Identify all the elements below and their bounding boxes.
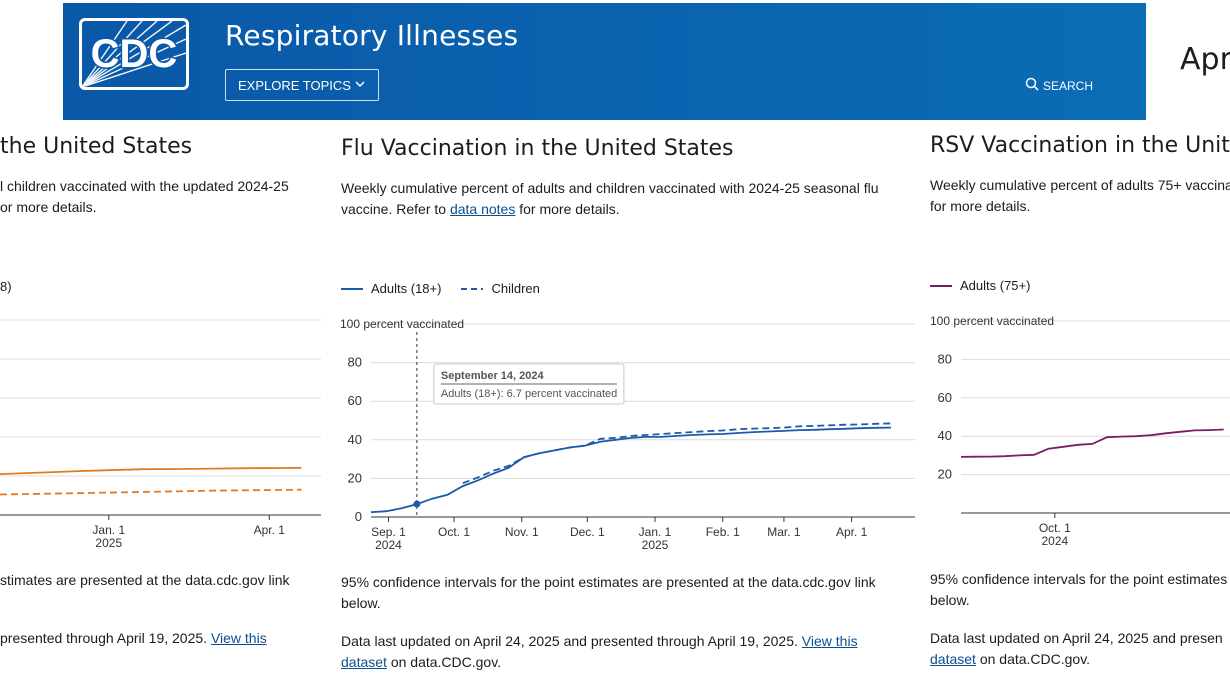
series-line-covid-adults — [0, 466, 302, 475]
view-this-link[interactable]: View this — [801, 633, 858, 649]
legend-label-rsv-adults: Adults (75+) — [960, 278, 1031, 293]
series-line-covid-children — [0, 488, 302, 496]
y-tick-label: 60 — [348, 393, 362, 408]
rsv-panel-title: RSV Vaccination in the United — [930, 133, 1230, 158]
covid-notes: stimates are presented at the data.cdc.g… — [0, 570, 290, 649]
rsv-notes: 95% confidence intervals for the point e… — [930, 569, 1227, 670]
flu-updated-tail: on data.CDC.gov. — [390, 654, 502, 670]
x-tick-year: 2024 — [1041, 534, 1068, 548]
x-tick-label: Oct. 1 — [1039, 521, 1071, 535]
legend-item-adults: Adults (18+) — [341, 281, 441, 296]
covid-updated-text: presented through April 19, 2025. — [0, 630, 208, 646]
x-tick-label: Oct. 1 — [438, 525, 470, 539]
covid-panel-description: l children vaccinated with the updated 2… — [0, 176, 289, 218]
site-title[interactable]: Respiratory Illnesses — [225, 19, 519, 52]
covid-desc-line1: l children vaccinated with the updated 2… — [0, 178, 289, 194]
x-tick-label: Jan. 1 — [92, 523, 125, 537]
rsv-note-below: below. — [930, 592, 970, 608]
x-tick-label: Dec. 1 — [570, 525, 605, 539]
x-tick-label: Apr. 1 — [254, 523, 286, 537]
flu-updated-text: Data last updated on April 24, 2025 and … — [341, 633, 798, 649]
rsv-note-updated: Data last updated on April 24, 2025 and … — [930, 628, 1227, 670]
y-axis-label: 100 percent vaccinated — [930, 314, 1054, 328]
covid-note-ci: stimates are presented at the data.cdc.g… — [0, 572, 290, 588]
legend-label-adults: Adults (18+) — [371, 281, 442, 296]
rsv-updated-tail: on data.CDC.gov. — [979, 651, 1091, 667]
x-tick-label: Apr. 1 — [836, 525, 868, 539]
data-notes-link[interactable]: data notes — [449, 201, 516, 217]
covid-legend-label: 8) — [0, 279, 12, 294]
x-tick-year: 2024 — [375, 538, 402, 552]
covid-desc-line2: or more details. — [0, 199, 97, 215]
search-label: SEARCH — [1043, 78, 1094, 93]
search-button[interactable]: SEARCH — [1025, 77, 1093, 94]
rsv-legend: Adults (75+) — [930, 278, 1050, 293]
cdc-logo-mark: CDC — [82, 21, 186, 87]
x-tick-label: Mar. 1 — [767, 525, 801, 539]
tooltip-date: September 14, 2024 — [441, 370, 545, 382]
dataset-link[interactable]: dataset — [341, 654, 387, 670]
flu-note-ci: 95% confidence intervals for the point e… — [341, 574, 876, 611]
site-header: CDC Respiratory Illnesses EXPLORE TOPICS… — [63, 3, 1146, 120]
x-tick-label: Jan. 1 — [639, 525, 672, 539]
y-tick-label: 0 — [355, 509, 362, 524]
cdc-logo[interactable]: CDC — [79, 18, 189, 90]
explore-topics-label: EXPLORE TOPICS — [238, 77, 351, 93]
y-tick-label: 40 — [348, 432, 362, 447]
x-tick-year: 2025 — [642, 538, 669, 552]
rsv-updated-text: Data last updated on April 24, 2025 and … — [930, 630, 1223, 646]
covid-panel-title: the United States — [0, 134, 193, 159]
tooltip-value: Adults (18+): 6.7 percent vaccinated — [441, 388, 617, 400]
flu-panel-description: Weekly cumulative percent of adults and … — [341, 178, 901, 220]
y-tick-label: 40 — [938, 428, 952, 443]
y-tick-label: 60 — [938, 390, 952, 405]
legend-item-children: Children — [461, 281, 540, 296]
date-fragment: Apri — [1180, 42, 1230, 77]
y-tick-label: 20 — [938, 467, 952, 482]
y-tick-label: 80 — [348, 355, 362, 370]
series-line-rsv-adults — [960, 428, 1224, 458]
covid-legend: 8) — [0, 279, 12, 294]
series-line-adults — [370, 426, 892, 514]
legend-label-children: Children — [491, 281, 540, 296]
flu-legend: Adults (18+) Children — [341, 281, 560, 296]
legend-item-rsv-adults: Adults (75+) — [930, 278, 1030, 293]
rsv-desc-line1: Weekly cumulative percent of adults 75+ … — [930, 177, 1230, 193]
logo-text: CDC — [91, 32, 178, 76]
y-axis-label: 100 percent vaccinated — [340, 317, 464, 331]
rsv-desc-line2: for more details. — [930, 198, 1031, 214]
rsv-dataset-link[interactable]: dataset — [930, 651, 976, 667]
flu-panel-title: Flu Vaccination in the United States — [341, 136, 734, 161]
hover-point — [413, 500, 421, 508]
explore-topics-button[interactable]: EXPLORE TOPICS — [225, 69, 379, 101]
y-tick-label: 20 — [348, 470, 362, 485]
search-icon — [1025, 77, 1039, 94]
x-tick-label: Feb. 1 — [706, 525, 740, 539]
flu-desc-text: Weekly cumulative percent of adults and … — [341, 180, 879, 217]
y-tick-label: 80 — [938, 351, 952, 366]
flu-desc-tail: for more details. — [519, 201, 620, 217]
rsv-panel-description: Weekly cumulative percent of adults 75+ … — [930, 175, 1230, 217]
x-tick-label: Nov. 1 — [505, 525, 539, 539]
x-tick-year: 2025 — [95, 536, 122, 550]
covid-note-updated: presented through April 19, 2025. View t… — [0, 628, 290, 649]
covid-view-dataset-link[interactable]: View this — [210, 630, 267, 646]
x-tick-label: Sep. 1 — [371, 525, 406, 539]
flu-note-updated: Data last updated on April 24, 2025 and … — [341, 631, 901, 673]
flu-notes: 95% confidence intervals for the point e… — [341, 572, 901, 673]
rsv-note-ci: 95% confidence intervals for the point e… — [930, 571, 1228, 587]
series-line-children — [462, 422, 892, 485]
chevron-down-icon — [354, 78, 366, 93]
